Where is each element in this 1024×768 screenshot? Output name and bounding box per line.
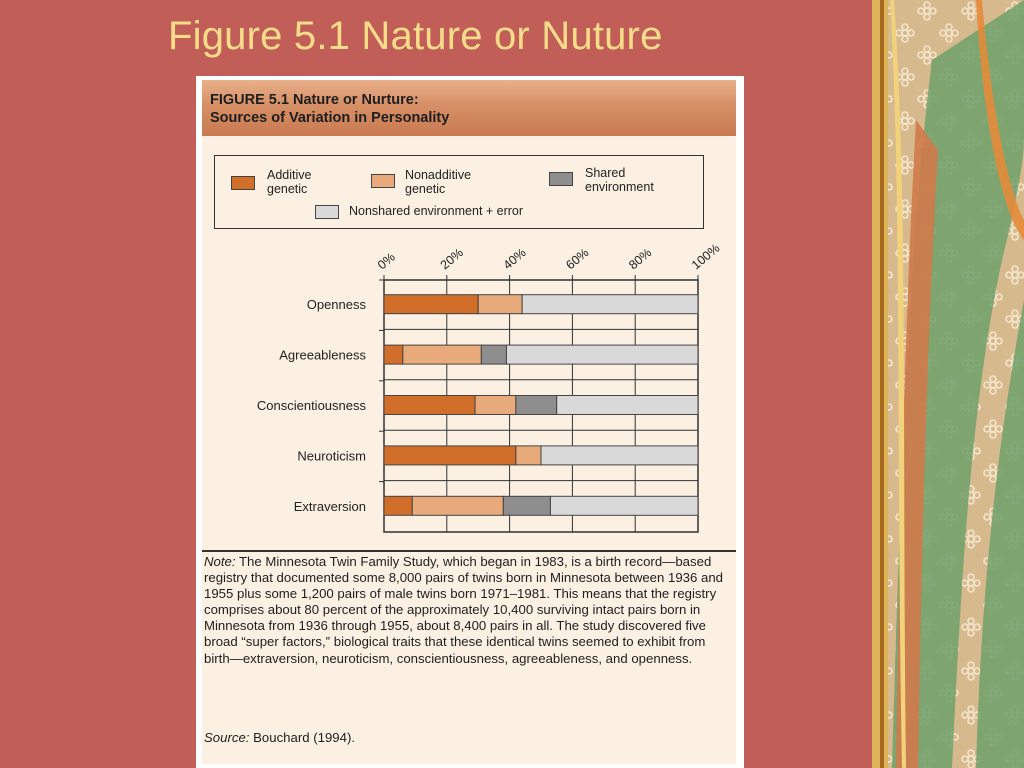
bar-segment bbox=[549, 495, 699, 516]
bar-segment bbox=[383, 294, 479, 315]
chart-legend: Additive genetic Nonadditive genetic Sha… bbox=[214, 155, 704, 229]
bar-segment bbox=[383, 445, 517, 466]
figure-header-subtitle: Sources of Variation in Personality bbox=[210, 110, 450, 126]
x-tick-label: 40% bbox=[501, 245, 529, 272]
legend-swatch-shared bbox=[549, 172, 573, 186]
bar-segment bbox=[402, 344, 482, 365]
bar-segment bbox=[411, 495, 504, 516]
note-divider bbox=[202, 550, 736, 552]
category-label: Neuroticism bbox=[297, 448, 366, 463]
figure-note: Note: The Minnesota Twin Family Study, w… bbox=[204, 554, 734, 667]
legend-label-nonshared: Nonshared environment + error bbox=[349, 204, 524, 218]
source-text: Bouchard (1994). bbox=[253, 730, 356, 745]
bar-segment bbox=[521, 294, 699, 315]
bar-segment bbox=[505, 344, 699, 365]
x-tick-label: 0% bbox=[375, 250, 398, 272]
note-label: Note: bbox=[204, 554, 236, 569]
decorative-side-panel bbox=[872, 0, 1024, 768]
legend-label-additive: Additive genetic bbox=[267, 168, 312, 196]
category-label: Conscientiousness bbox=[257, 398, 367, 413]
figure-source: Source: Bouchard (1994). bbox=[204, 730, 355, 745]
x-tick-label: 20% bbox=[438, 245, 466, 272]
stacked-bar-chart: 0% 20% 40% 60% 80% 100% Openness Agreeableness C… bbox=[257, 241, 723, 533]
legend-label-shared: Shared environment bbox=[585, 166, 654, 194]
legend-swatch-nonshared bbox=[315, 205, 339, 219]
category-label: Extraversion bbox=[294, 499, 366, 514]
bar-segment bbox=[383, 495, 413, 516]
bar-segment bbox=[383, 344, 404, 365]
bar-segment bbox=[540, 445, 699, 466]
x-tick-label: 80% bbox=[626, 245, 654, 272]
legend-swatch-nonadditive bbox=[371, 174, 395, 188]
category-label: Openness bbox=[307, 297, 367, 312]
figure-header: FIGURE 5.1 Nature or Nurture: Sources of… bbox=[202, 80, 736, 136]
bar-segment bbox=[383, 395, 476, 415]
figure-body: Additive genetic Nonadditive genetic Sha… bbox=[202, 136, 736, 764]
category-label: Agreeableness bbox=[279, 348, 366, 363]
x-tick-label: 60% bbox=[563, 245, 591, 272]
legend-label-nonadditive: Nonadditive genetic bbox=[405, 168, 472, 196]
source-label: Source: bbox=[204, 730, 250, 745]
legend-swatch-additive bbox=[231, 176, 255, 190]
bar-segment bbox=[515, 395, 558, 415]
note-text: The Minnesota Twin Family Study, which b… bbox=[204, 554, 724, 666]
bar-segment bbox=[515, 445, 542, 466]
figure-header-title: FIGURE 5.1 Nature or Nurture: bbox=[210, 92, 419, 108]
bar-segment bbox=[477, 294, 523, 315]
slide-title: Figure 5.1 Nature or Nuture bbox=[168, 14, 663, 58]
bar-segment bbox=[502, 495, 551, 516]
figure-image: FIGURE 5.1 Nature or Nurture: Sources of… bbox=[196, 76, 744, 768]
x-tick-label: 100% bbox=[689, 241, 723, 272]
bar-segment bbox=[556, 395, 699, 415]
bar-segment bbox=[480, 344, 507, 365]
bar-segment bbox=[474, 395, 517, 415]
